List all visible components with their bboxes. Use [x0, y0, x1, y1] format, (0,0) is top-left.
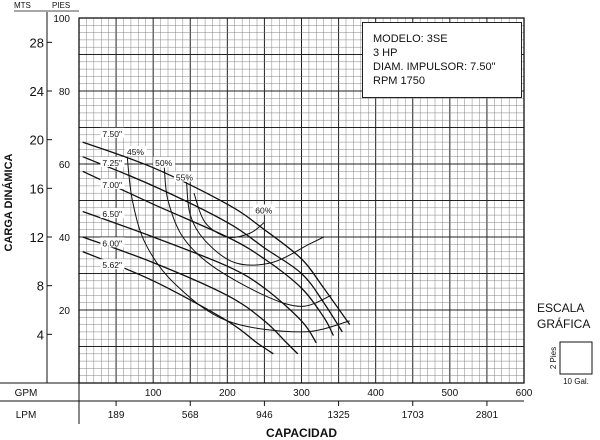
lpm-tick-label: 946 [256, 410, 273, 421]
graphic-scale-box [559, 341, 593, 375]
efficiency-curves [126, 156, 350, 333]
mts-tick-label: 20 [30, 133, 44, 148]
gpm-tick-label: 100 [145, 388, 162, 399]
impeller-diameter-label: DIAM. IMPULSOR: 7.50" [373, 61, 496, 73]
pies-tick-label: 60 [59, 160, 71, 171]
hp-label: 3 HP [373, 47, 398, 59]
gpm-unit-label: GPM [15, 388, 38, 399]
curve-label-bg [100, 208, 125, 219]
pies-tick-label: 100 [53, 14, 70, 25]
pump-info-box: MODELO: 3SE 3 HP DIAM. IMPULSOR: 7.50" R… [362, 22, 522, 98]
efficiency-label-bg [253, 204, 276, 215]
curve-label-bg [100, 237, 125, 248]
mts-tick-label: 28 [30, 35, 44, 50]
x-axis-title: CAPACIDAD [266, 426, 337, 440]
impeller-curve [82, 250, 274, 355]
gpm-tick-label: 400 [367, 388, 384, 399]
efficiency-curve [126, 156, 350, 333]
impeller-curve-label: 7.50" [102, 129, 122, 139]
lpm-tick-label: 2801 [476, 410, 499, 421]
efficiency-label-bg [124, 146, 147, 157]
efficiency-label: 55% [176, 173, 193, 183]
efficiency-label: 50% [155, 158, 172, 168]
efficiency-curve [163, 167, 332, 307]
chart-labels: 7.50" 7.25" 7.00" 6.50" 6.00" 5.62" 45% 50% 55% 6… [100, 127, 276, 270]
mts-tick-label: 12 [30, 230, 44, 245]
lpm-tick-label: 568 [182, 410, 199, 421]
mts-tick-label: 16 [30, 181, 44, 196]
impeller-curve [82, 210, 317, 344]
curve-label-bg [100, 157, 125, 167]
efficiency-label-bg [173, 171, 196, 182]
impeller-curve-label: 7.00" [102, 180, 122, 190]
gpm-tick-label: 300 [293, 388, 310, 399]
graphic-scale-pies-label: 2 Pies [549, 347, 558, 369]
curve-label-bg [100, 178, 125, 189]
efficiency-label: 45% [127, 147, 144, 157]
rpm-label: RPM 1750 [373, 75, 425, 87]
y-axis-title: CARGA DINÁMICA [2, 153, 15, 251]
curve-label-bg [100, 127, 125, 138]
model-label: MODELO: 3SE [373, 33, 448, 45]
gpm-tick-label: 200 [219, 388, 236, 399]
efficiency-curve [193, 193, 265, 239]
mts-tick-label: 24 [30, 84, 44, 99]
lpm-tick-label: 1325 [327, 410, 350, 421]
lpm-tick-label: 189 [108, 410, 125, 421]
mts-tick-label: 4 [37, 327, 44, 342]
impeller-curve [82, 141, 351, 325]
graphic-scale-title-line2: GRÁFICA [537, 317, 591, 331]
graphic-scale-gal-label: 10 Gal. [563, 377, 589, 386]
graphic-scale-title-line1: ESCALA [537, 301, 585, 315]
lpm-unit-label: LPM [16, 410, 37, 421]
gpm-tick-label: 500 [441, 388, 458, 399]
impeller-curve [82, 156, 343, 333]
impeller-curve [82, 236, 299, 355]
head-capacity-curves [82, 141, 351, 355]
lpm-tick-label: 1703 [402, 410, 425, 421]
pies-tick-label: 80 [59, 87, 71, 98]
plot-frame [78, 17, 525, 384]
pies-tick-label: 40 [59, 233, 71, 244]
pies-tick-label: 20 [59, 306, 71, 317]
mts-tick-label: 8 [37, 279, 44, 294]
impeller-curve [82, 170, 334, 336]
efficiency-label-bg [153, 157, 176, 167]
impeller-curve-label: 6.00" [102, 238, 122, 248]
mts-unit-label: MTS [14, 1, 31, 10]
impeller-curve-label: 6.50" [102, 209, 122, 219]
impeller-curve-label: 7.25" [102, 158, 122, 168]
curve-label-bg [100, 259, 125, 270]
graphic-scale-title: ESCALA GRÁFICA [537, 300, 600, 332]
pies-unit-label: PIES [52, 1, 70, 10]
efficiency-label: 60% [255, 205, 272, 215]
gpm-tick-label: 600 [516, 388, 533, 399]
impeller-curve-label: 5.62" [102, 260, 122, 270]
efficiency-curve [186, 182, 325, 266]
